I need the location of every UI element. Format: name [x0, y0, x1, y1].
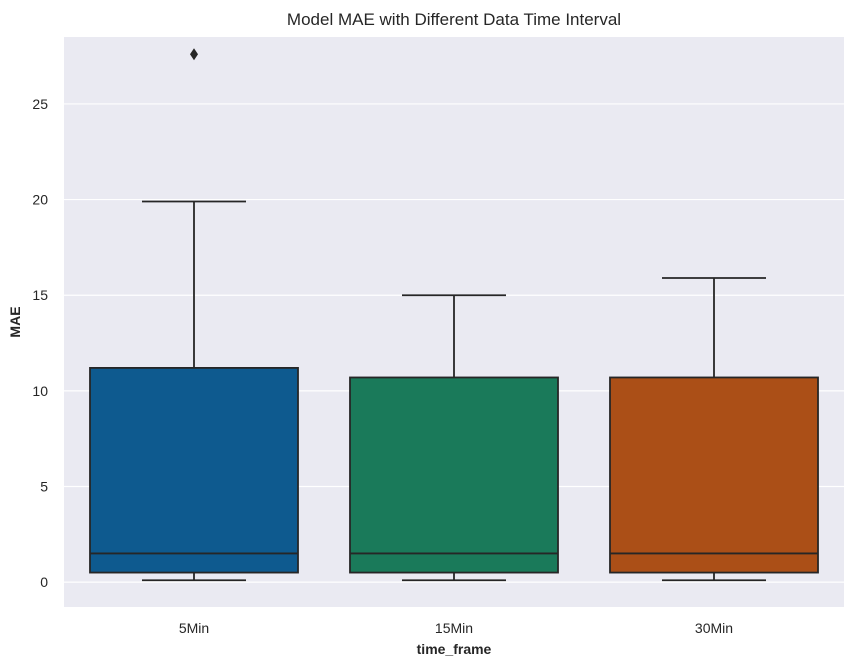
outlier-point: [190, 48, 198, 61]
x-tick-label: 15Min: [435, 620, 473, 636]
chart-title: Model MAE with Different Data Time Inter…: [287, 10, 621, 29]
box-group-15min: [349, 294, 559, 582]
box-group-5min: [89, 48, 299, 582]
x-axis-label: time_frame: [417, 641, 492, 657]
box-iqr: [89, 367, 299, 574]
y-tick-label: 20: [32, 192, 48, 208]
y-tick-label: 25: [32, 96, 48, 112]
box-group-30min: [609, 277, 819, 582]
y-tick-label: 10: [32, 383, 48, 399]
box-iqr: [349, 376, 559, 574]
box-iqr: [609, 376, 819, 574]
y-tick-label: 5: [40, 478, 48, 494]
x-tick-label: 5Min: [179, 620, 209, 636]
x-tick-label: 30Min: [695, 620, 733, 636]
x-tick-labels: 5Min 15Min 30Min: [179, 620, 733, 636]
y-tick-labels: 0 5 10 15 20 25: [32, 96, 48, 590]
y-axis-label: MAE: [7, 306, 23, 337]
y-tick-label: 0: [40, 574, 48, 590]
y-tick-label: 15: [32, 287, 48, 303]
boxes: [89, 48, 819, 582]
